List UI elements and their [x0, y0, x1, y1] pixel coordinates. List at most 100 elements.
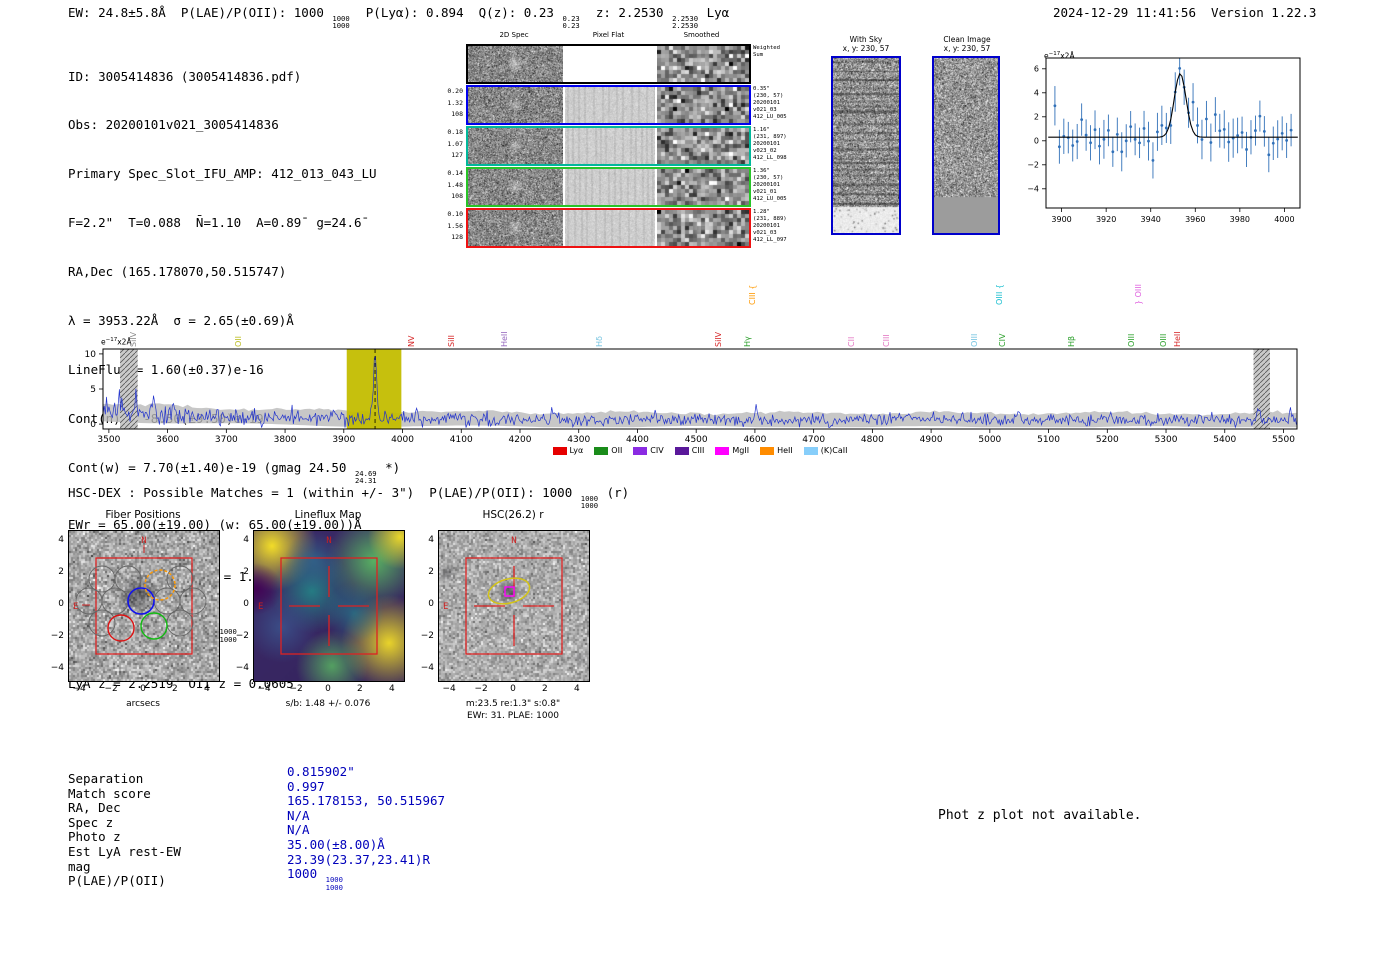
svg-text:3920: 3920	[1096, 215, 1116, 224]
twod-row-weights: 0.18 1.07 127	[447, 128, 463, 159]
match-row-label: Photo z	[68, 829, 121, 845]
emission-line-label: HeII	[500, 331, 510, 347]
catalog-match-marker	[504, 586, 515, 597]
spectrum-ylabel: e−17x2Å	[101, 337, 132, 347]
legend-label: (K)CaII	[820, 446, 848, 455]
info-line-wavelength: λ = 3953.22Å σ = 2.65(±0.69)Å	[68, 313, 294, 329]
match-table-labels: Separation Match score RA, Dec Spec z Photo …	[68, 771, 181, 889]
twod-row-annotation: 1.28" (231, 889) 20200101 v021_03 412_LL_097	[753, 209, 787, 243]
extraction-box	[280, 557, 378, 655]
emission-line-label: CIV	[997, 333, 1007, 347]
inset-ylabel: e−17x2Å	[1044, 51, 1075, 61]
hsc-overlay: N E	[443, 536, 563, 655]
twod-row-annotation: 1.16" (231, 897) 20200101 v023_02 412_LL_098	[753, 127, 787, 161]
svg-text:4600: 4600	[743, 435, 766, 445]
twod-row-4	[466, 208, 751, 248]
twod-spec-rows	[466, 44, 751, 249]
emission-line-label: OIII {	[994, 283, 1004, 305]
legend-label: HeII	[777, 446, 793, 455]
axis-tick-label: 0	[325, 684, 331, 694]
legend-swatch	[594, 446, 609, 455]
gmag-range-fraction: 24.69 24.31	[354, 468, 377, 486]
compass-east-label: E	[258, 602, 263, 612]
twod-smooth-image	[657, 169, 749, 205]
header-timestamp: 2024-12-29 11:41:56 Version 1.22.3	[1053, 5, 1317, 20]
twod-header-smoothed: Smoothed	[683, 31, 720, 39]
svg-text:5200: 5200	[1096, 435, 1119, 445]
legend-item: CIV	[633, 446, 664, 455]
legend-item: MgII	[715, 446, 749, 455]
legend-item: (K)CaII	[803, 446, 848, 455]
match-row-value: 35.00(±8.00)Å	[287, 836, 385, 852]
axis-tick-label: 4	[243, 535, 249, 546]
twod-flat-image	[565, 210, 655, 246]
legend-label: CIII	[691, 446, 705, 455]
axis-tick-label: 2	[428, 567, 434, 578]
twod-row-annotation: Weighted Sum	[753, 45, 780, 58]
svg-text:4700: 4700	[802, 435, 825, 445]
fiber-circle	[179, 587, 207, 615]
svg-text:5300: 5300	[1155, 435, 1178, 445]
twod-spec-image	[468, 46, 563, 82]
fiber-circle	[114, 565, 142, 593]
svg-text:3600: 3600	[156, 435, 179, 445]
match-row-label: P(LAE)/P(OII)	[68, 873, 166, 889]
axis-tick-label: 0	[243, 599, 249, 609]
info-line-contw: Cont(w) = 7.70(±1.40)e-19 (gmag 24.50 24…	[68, 459, 401, 486]
svg-text:4200: 4200	[509, 435, 532, 445]
plae-poii-label: P(LAE)/P(OII): 1000	[180, 5, 332, 20]
compass-north-label: N	[141, 536, 146, 546]
withsky-title: With Sky	[849, 35, 883, 44]
emission-line-label: CIII {	[747, 284, 757, 305]
axis-tick-label: −2	[420, 630, 434, 641]
crosshair	[289, 566, 369, 646]
axis-tick-label: 2	[542, 684, 548, 694]
legend-label: Lyα	[569, 446, 584, 455]
twod-row-weights: 0.20 1.32 108	[447, 87, 463, 118]
twod-spec-image	[468, 128, 563, 164]
legend-item: CIII	[674, 446, 705, 455]
legend-swatch	[633, 446, 648, 455]
axis-tick-label: −4	[420, 662, 434, 673]
fiber-circle	[166, 565, 194, 593]
svg-text:6: 6	[1034, 64, 1039, 73]
twod-row-weights: 0.14 1.48 108	[447, 169, 463, 200]
svg-text:4900: 4900	[920, 435, 943, 445]
svg-text:3900: 3900	[332, 435, 355, 445]
axis-tick-label: −2	[50, 630, 64, 641]
axis-tick-label: 0	[140, 684, 146, 694]
info-line-radec: RA,Dec (165.178070,50.515747)	[68, 264, 287, 280]
extraction-box	[95, 557, 193, 655]
emission-line-label: OII	[234, 335, 244, 347]
header-summary: EW: 24.8±5.8Å P(LAE)/P(OII): 1000 1000 10…	[68, 5, 729, 30]
svg-text:5100: 5100	[1037, 435, 1060, 445]
twod-row-2	[466, 126, 751, 166]
cutout-title: HSC(26.2) r	[482, 509, 544, 521]
svg-text:5: 5	[90, 385, 96, 395]
twod-row-weights: 0.10 1.56 128	[447, 210, 463, 241]
legend-label: MgII	[732, 446, 750, 455]
svg-text:4800: 4800	[861, 435, 884, 445]
legend-item: HeII	[760, 446, 793, 455]
twod-row-annotation: 0.35" (230, 57) 20200101 v021_03 412_LU_005	[753, 86, 787, 120]
twod-row-annotation: 1.36" (230, 57) 20200101 v021_01 412_LU_005	[753, 168, 787, 202]
plae-fraction: 1000 1000	[219, 627, 237, 644]
info-line-lineflux: LineFlux = 1.60(±0.37)e-16	[68, 361, 264, 377]
emission-line-label: Hγ	[743, 336, 753, 347]
info-line-obs: Obs: 20200101v021_3005414836	[68, 117, 279, 133]
axis-tick-label: 4	[203, 684, 210, 694]
svg-text:3900: 3900	[1051, 215, 1071, 224]
match-row-value: 0.997	[287, 778, 325, 794]
svg-text:2: 2	[1034, 112, 1039, 121]
lineflux-overlay: N E	[258, 536, 378, 655]
fiber-circle-green	[140, 612, 168, 640]
fiber-positions-image: N E	[68, 530, 220, 682]
emission-line-label: OIII	[1159, 333, 1169, 347]
cutout-xlabel: m:23.5 re:1.3" s:0.8"	[465, 699, 561, 709]
extraction-box	[465, 557, 563, 655]
fiber-circle-primary	[127, 587, 155, 615]
svg-text:5500: 5500	[1272, 435, 1295, 445]
emission-line-label: } OIII	[1134, 283, 1144, 305]
fiber-circle-red	[107, 614, 135, 642]
